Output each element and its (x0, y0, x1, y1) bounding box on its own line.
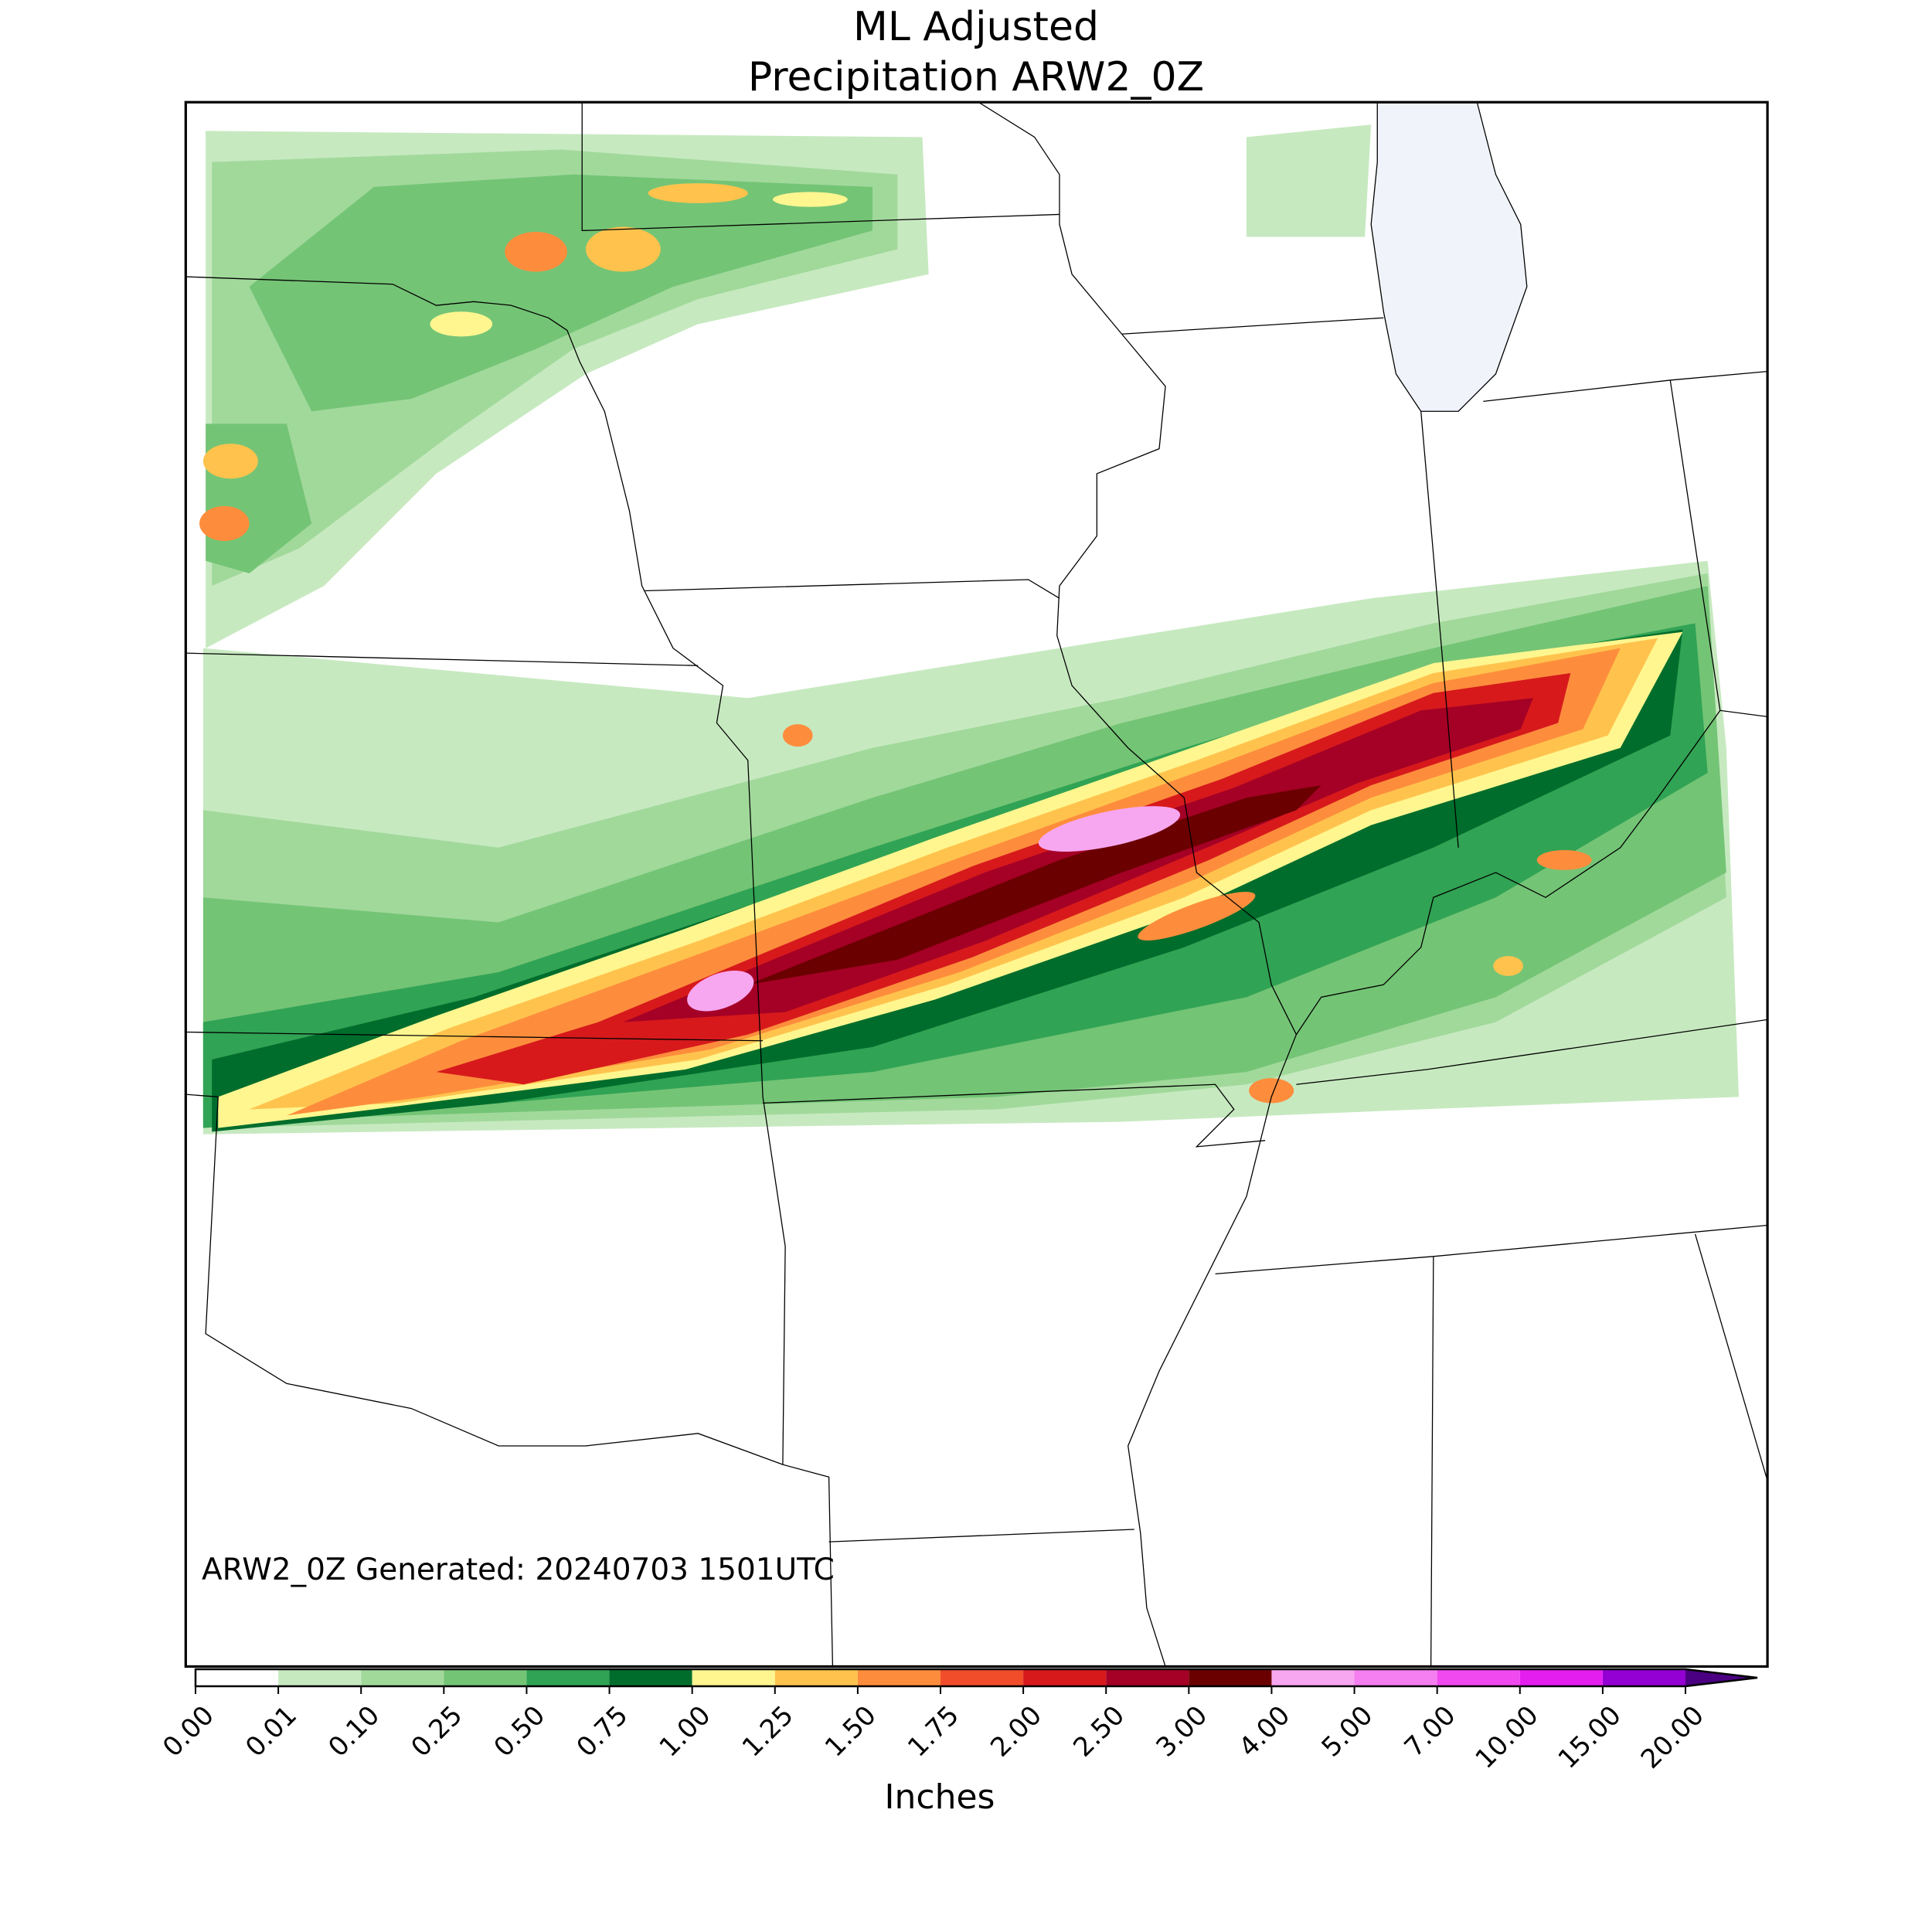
colorbar-tick-label: 0.25 (405, 1700, 468, 1764)
colorbar-bin (774, 1669, 858, 1686)
precipitation (199, 124, 1739, 1134)
colorbar-bin (361, 1669, 444, 1686)
colorbar-bin (196, 1669, 279, 1686)
colorbar-tick-label: 0.01 (240, 1700, 303, 1764)
colorbar-bin (609, 1669, 692, 1686)
colorbar-bin (1189, 1669, 1272, 1686)
annotation: ARW2_0Z Generated: 20240703 1501UTC (202, 1553, 835, 1587)
colorbar-tick-label: 4.00 (1233, 1700, 1297, 1764)
colorbar-tick-label: 0.50 (488, 1700, 552, 1764)
colorbar-tick-label: 5.00 (1316, 1700, 1379, 1764)
colorbar-tick-label: 2.00 (985, 1700, 1048, 1764)
colorbar-tick-label: 2.50 (1067, 1700, 1131, 1764)
colorbar-bin (444, 1669, 527, 1686)
colorbar-outline (194, 1668, 1758, 1688)
colorbar-bin (1437, 1669, 1520, 1686)
colorbar-bin (1106, 1669, 1189, 1686)
colorbar-tick-label: 0.00 (157, 1700, 220, 1764)
colorbar-tick-label: 1.50 (819, 1700, 883, 1764)
colorbar-tick-label: 1.75 (902, 1700, 965, 1764)
colorbar: 0.00 0.01 0.10 0.25 0.50 0.75 1.00 1.25 1.50 1.75… (157, 1668, 1758, 1775)
colorbar-bin (1271, 1669, 1355, 1686)
lake-michigan (1370, 101, 1528, 412)
colorbar-bin (526, 1669, 610, 1686)
colorbar-tick-label: 20.00 (1635, 1700, 1710, 1775)
colorbar-tick-label: 15.00 (1553, 1700, 1628, 1775)
colorbar-tick-label: 0.10 (322, 1700, 386, 1764)
map-frame (184, 100, 1769, 1668)
colorbar-tick-label: 10.00 (1470, 1700, 1545, 1775)
map (184, 100, 1769, 1668)
title-line: ML Adjusted (853, 4, 1099, 50)
colorbar-extension (1685, 1669, 1757, 1686)
state-borders (185, 101, 1768, 1667)
colorbar-bin (278, 1669, 362, 1686)
title-line: Precipitation ARW2_0Z (748, 54, 1204, 100)
colorbar-tick-label: 3.00 (1150, 1700, 1213, 1764)
colorbar-bin (692, 1669, 775, 1686)
colorbar-bin (857, 1669, 940, 1686)
colorbar-bin (940, 1669, 1024, 1686)
colorbar-bin (1602, 1669, 1685, 1686)
colorbar-tick-label: 1.00 (654, 1700, 717, 1764)
colorbar-tick-label: 1.25 (736, 1700, 800, 1764)
colorbar-label: Inches (885, 1777, 995, 1817)
colorbar-bin (1354, 1669, 1437, 1686)
colorbar-tick-label: 0.75 (571, 1700, 634, 1764)
colorbar-bin (1519, 1669, 1603, 1686)
colorbar-tick-label: 7.00 (1399, 1700, 1462, 1764)
colorbar-bin (1023, 1669, 1107, 1686)
